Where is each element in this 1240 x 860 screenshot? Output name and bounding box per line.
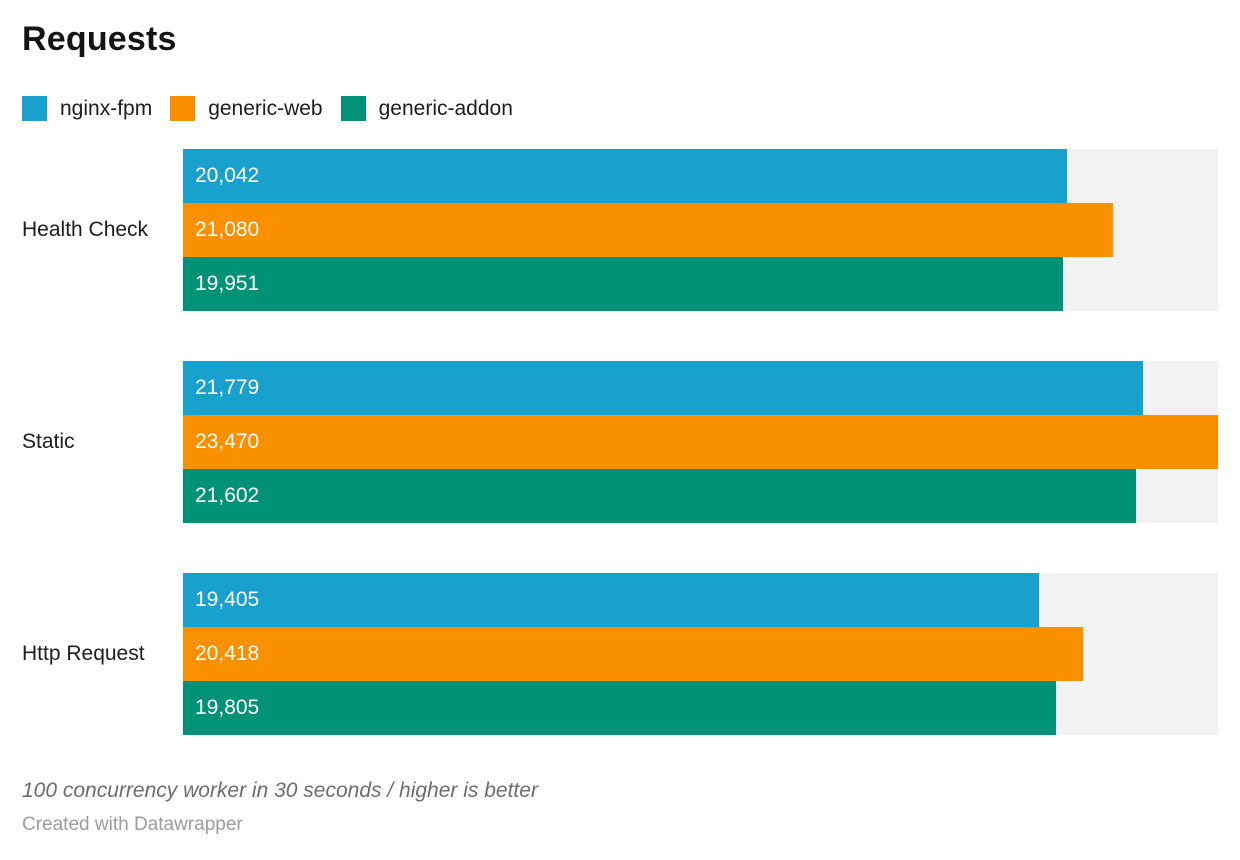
bar-value-label: 21,602 bbox=[195, 484, 260, 507]
bar-value-label: 19,951 bbox=[195, 272, 260, 295]
bar-generic-addon: 19,951 bbox=[183, 257, 1063, 311]
page-title: Requests bbox=[22, 20, 177, 58]
bar-nginx-fpm: 21,779 bbox=[183, 361, 1144, 415]
bar-generic-web: 23,470 bbox=[183, 415, 1218, 469]
datawrapper-attribution: Created with Datawrapper bbox=[22, 814, 243, 835]
category-label: Static bbox=[22, 430, 75, 454]
bar-group: Static 21,779 23,470 21,602 bbox=[22, 361, 1218, 523]
bar-value-label: 19,405 bbox=[195, 588, 260, 611]
bar-value-label: 21,779 bbox=[195, 376, 260, 399]
legend-swatch-icon bbox=[170, 96, 196, 121]
bar-generic-web: 21,080 bbox=[183, 203, 1113, 257]
legend-swatch-icon bbox=[340, 96, 366, 121]
bar-group: Health Check 20,042 21,080 19,951 bbox=[22, 149, 1218, 311]
bar-track: 21,779 23,470 21,602 bbox=[183, 361, 1218, 523]
category-label: Health Check bbox=[22, 218, 149, 242]
chart-notes: 100 concurrency worker in 30 seconds / h… bbox=[22, 779, 538, 802]
legend: nginx-fpm generic-web generic-addon bbox=[22, 96, 1218, 121]
bar-generic-web: 20,418 bbox=[183, 627, 1084, 681]
bar-value-label: 23,470 bbox=[195, 430, 260, 453]
legend-item-generic-addon: generic-addon bbox=[340, 96, 513, 121]
bar-generic-addon: 21,602 bbox=[183, 469, 1136, 523]
legend-item-generic-web: generic-web bbox=[170, 96, 323, 121]
bar-chart: Health Check 20,042 21,080 19,951 Static 21,7… bbox=[22, 149, 1218, 735]
bar-value-label: 19,805 bbox=[195, 696, 260, 719]
bar-value-label: 20,418 bbox=[195, 642, 260, 665]
bar-value-label: 21,080 bbox=[195, 218, 260, 241]
bar-group: Http Request 19,405 20,418 19,805 bbox=[22, 573, 1218, 735]
legend-item-nginx-fpm: nginx-fpm bbox=[22, 96, 152, 121]
bar-generic-addon: 19,805 bbox=[183, 681, 1057, 735]
legend-label: generic-web bbox=[208, 97, 323, 120]
bar-nginx-fpm: 19,405 bbox=[183, 573, 1039, 627]
legend-swatch-icon bbox=[22, 96, 47, 121]
bar-track: 19,405 20,418 19,805 bbox=[183, 573, 1218, 735]
bar-value-label: 20,042 bbox=[195, 164, 260, 187]
legend-label: generic-addon bbox=[378, 97, 513, 120]
category-label: Http Request bbox=[22, 642, 145, 666]
bar-nginx-fpm: 20,042 bbox=[183, 149, 1067, 203]
legend-label: nginx-fpm bbox=[60, 97, 153, 120]
bar-track: 20,042 21,080 19,951 bbox=[183, 149, 1218, 311]
